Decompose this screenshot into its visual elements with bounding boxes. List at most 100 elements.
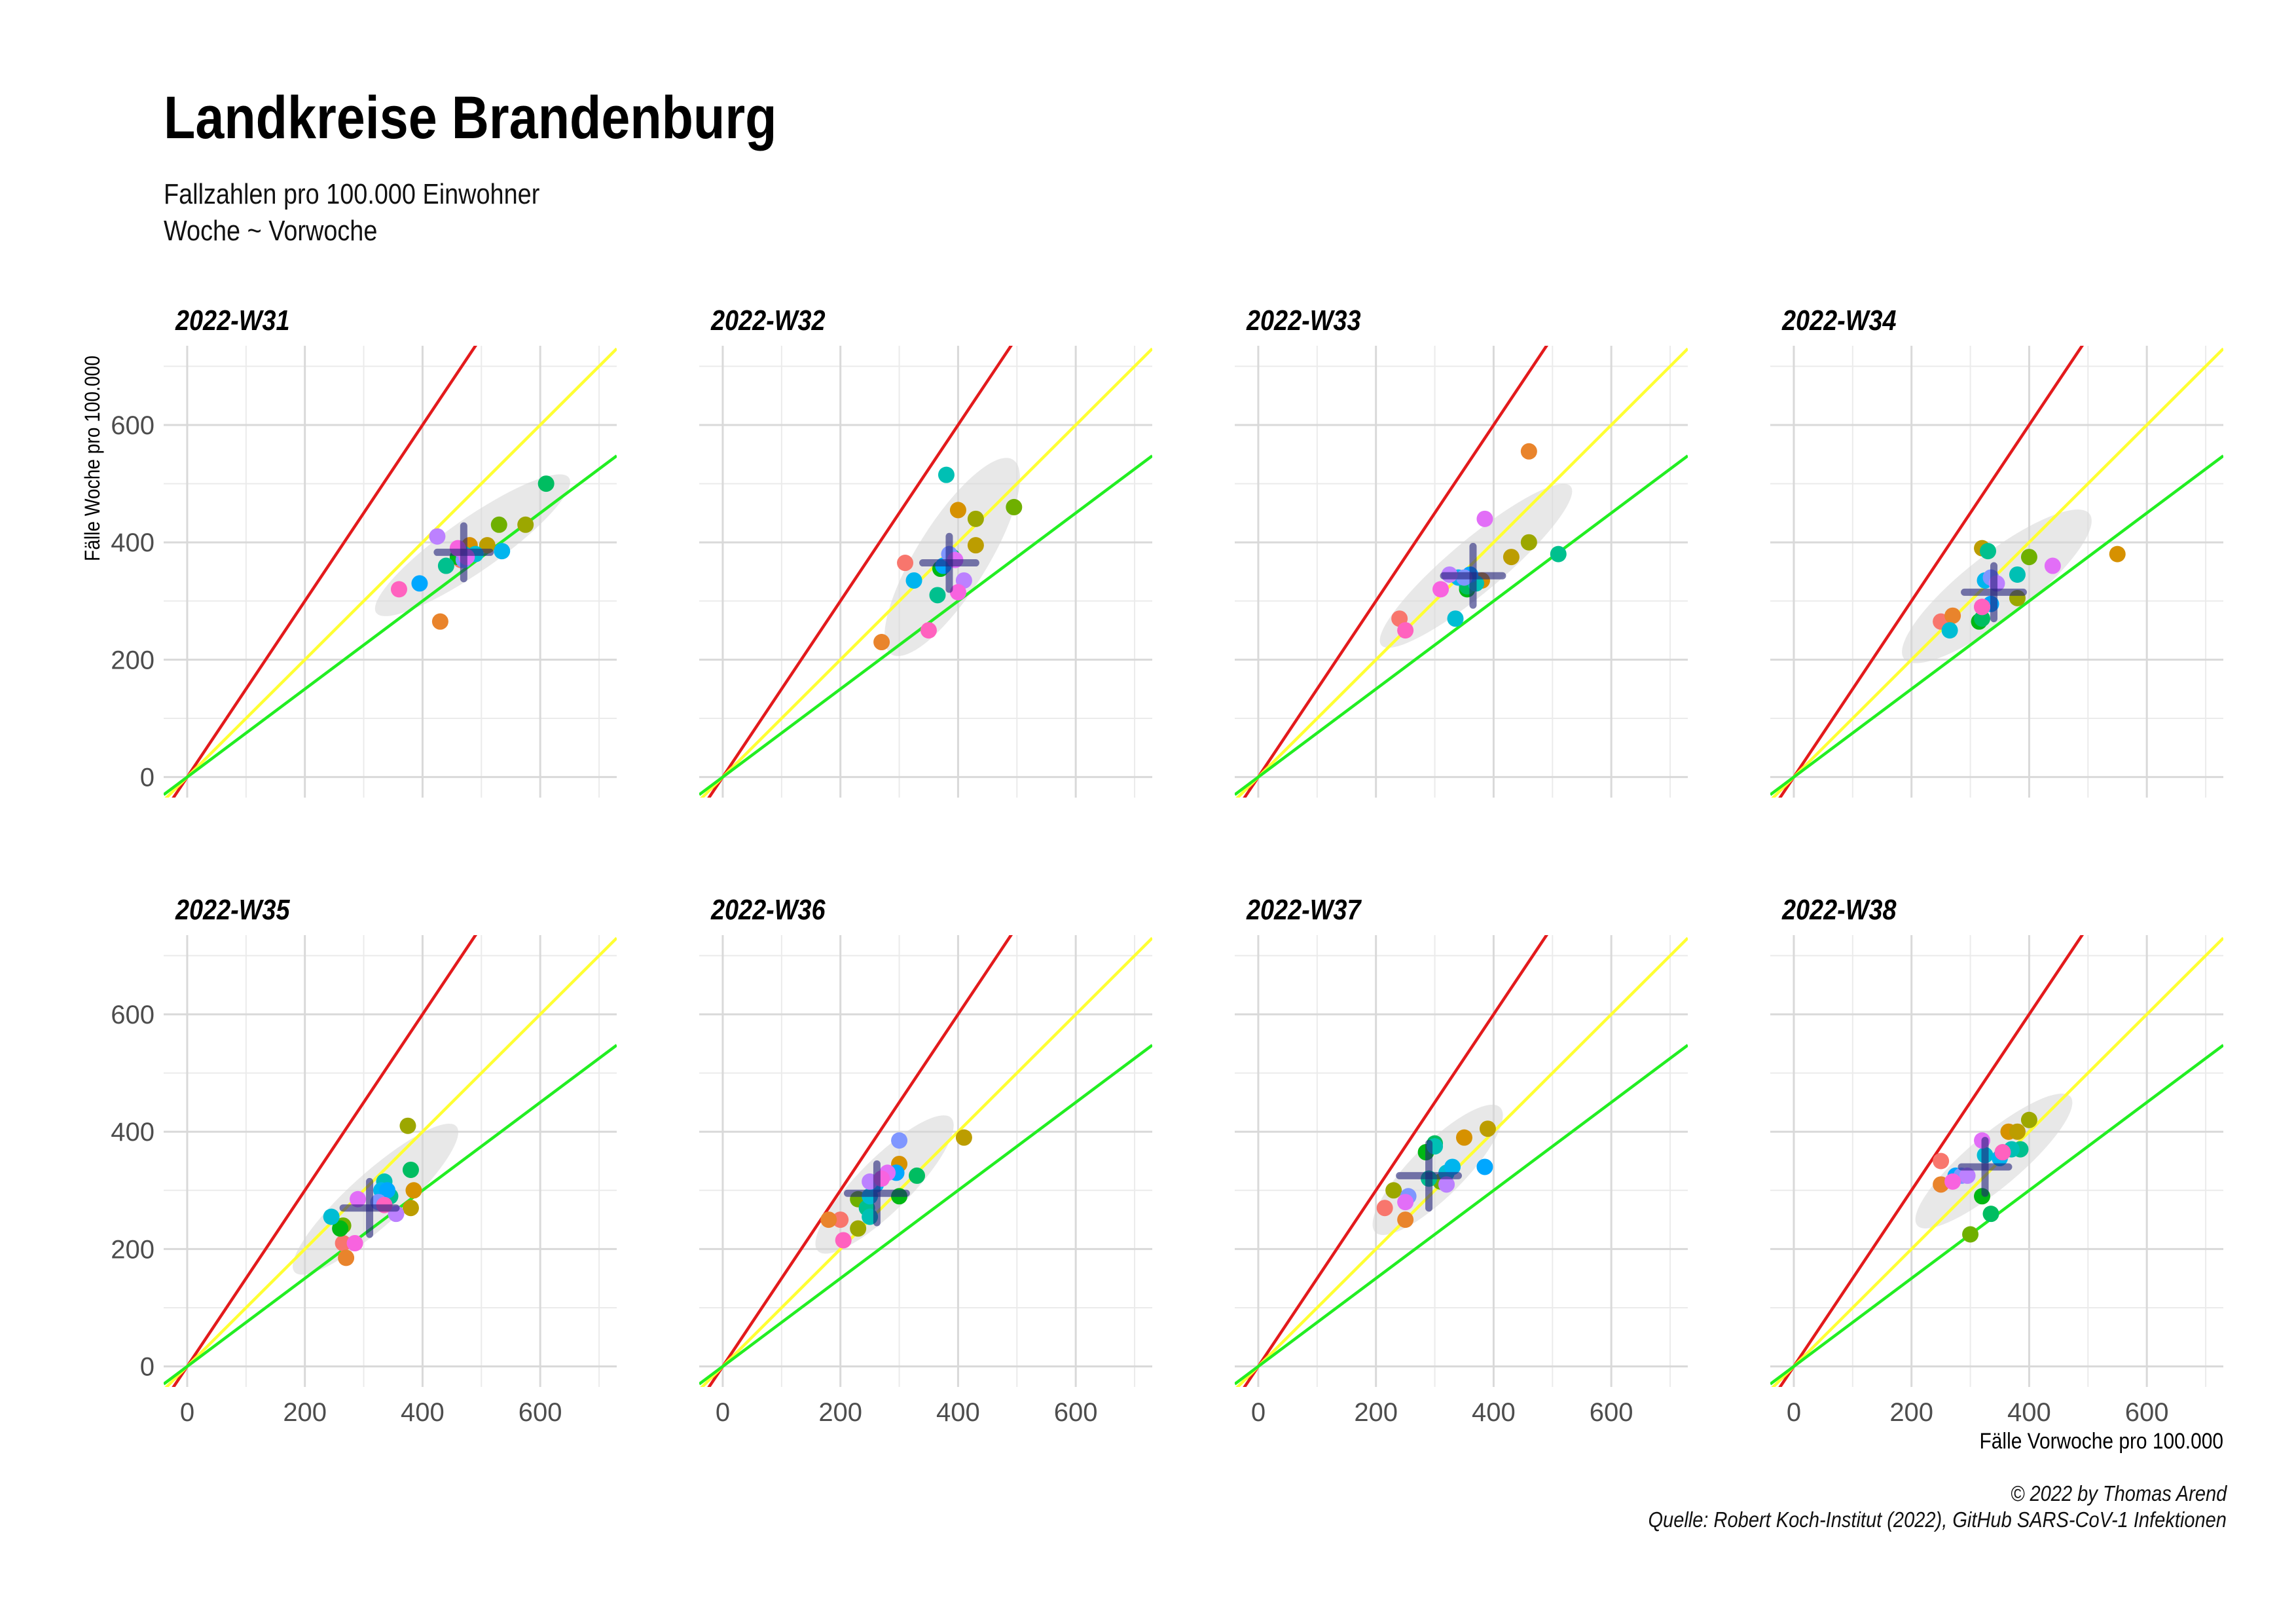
panel-2022-W33: 2022-W33 (1235, 304, 1688, 798)
data-point (1941, 622, 1958, 639)
x-tick-label: 0 (716, 1398, 730, 1427)
panel-label: 2022-W35 (175, 893, 291, 925)
caption-copyright: © 2022 by Thomas Arend (2010, 1481, 2227, 1505)
reference-line (172, 346, 478, 798)
data-point (1974, 599, 1991, 616)
data-point (399, 1117, 416, 1134)
data-point (1444, 1158, 1461, 1175)
x-tick-label: 400 (401, 1398, 445, 1427)
data-point (1503, 549, 1520, 566)
data-point (1397, 622, 1414, 639)
data-point (1944, 607, 1961, 624)
data-point (820, 1211, 837, 1228)
data-point (332, 1220, 349, 1237)
x-tick-label: 200 (818, 1398, 862, 1427)
data-point (920, 622, 937, 639)
panel-2022-W37: 2022-W37 0 200 400 600 (1235, 893, 1688, 1427)
data-point (835, 1232, 852, 1249)
panel-plot-area (1235, 346, 1688, 798)
data-point (1520, 534, 1537, 551)
reference-line (699, 1044, 1152, 1386)
reference-line (1243, 935, 1549, 1387)
x-tick-label: 0 (1787, 1398, 1801, 1427)
reference-line (172, 935, 478, 1387)
data-point (1376, 1200, 1393, 1217)
data-point (1438, 1176, 1455, 1193)
panel-2022-W38: 2022-W38 0 200 400 600 (1770, 893, 2223, 1427)
data-point (967, 537, 984, 554)
data-point (346, 1234, 363, 1251)
data-point (390, 581, 407, 598)
data-point (1476, 510, 1493, 527)
panel-plot-area (1235, 935, 1688, 1387)
x-tick-label: 0 (180, 1398, 194, 1427)
reference-line (164, 347, 617, 798)
data-point (1520, 443, 1537, 460)
y-tick-label: 400 (111, 1118, 155, 1147)
chart-title: Landkreise Brandenburg (164, 84, 777, 151)
reference-line (1778, 935, 2085, 1387)
panel-2022-W36: 2022-W36 0 200 400 600 (699, 893, 1152, 1427)
panel-label: 2022-W36 (710, 893, 826, 925)
x-tick-label: 600 (519, 1398, 562, 1427)
reference-line (164, 454, 617, 796)
data-point (1980, 543, 1997, 560)
data-point (1994, 1144, 2011, 1161)
reference-line (1778, 346, 2085, 798)
data-point (1944, 1173, 1961, 1190)
data-point (1982, 1206, 1999, 1223)
panel-2022-W32: 2022-W32 (699, 304, 1152, 798)
x-axis-title: Fälle Vorwoche pro 100.000 (1980, 1428, 2223, 1453)
data-point (2020, 549, 2037, 566)
data-point (431, 613, 448, 630)
reference-line (707, 935, 1013, 1387)
data-point (1432, 581, 1449, 598)
x-tick-label: 200 (283, 1398, 327, 1427)
data-point (873, 634, 890, 651)
reference-line (707, 346, 1013, 798)
data-point (929, 587, 946, 604)
x-tick-label: 600 (1054, 1398, 1098, 1427)
data-point (517, 516, 534, 533)
panel-2022-W35: 2022-W35 0 200 400 600 0 200 400 600 (111, 893, 617, 1427)
y-tick-label: 600 (111, 1001, 155, 1029)
data-point (1974, 610, 1991, 627)
data-point (891, 1132, 908, 1149)
data-point (405, 1182, 422, 1199)
reference-line (1235, 1044, 1688, 1386)
panel-plot-area (1770, 935, 2223, 1387)
y-tick-label: 400 (111, 528, 155, 557)
x-tick-label: 600 (1590, 1398, 1633, 1427)
x-tick-label: 200 (1354, 1398, 1398, 1427)
panel-plot-area (164, 935, 617, 1387)
chart-subtitle-line-2: Woche ~ Vorwoche (164, 215, 378, 247)
data-point (905, 572, 922, 589)
data-point (2009, 1123, 2026, 1140)
reference-line (164, 936, 617, 1387)
data-point (2109, 545, 2126, 563)
data-point (1933, 1153, 1950, 1170)
data-point (1962, 1226, 1979, 1243)
panel-plot-area (699, 346, 1152, 798)
data-point (2020, 1111, 2037, 1128)
panel-label: 2022-W31 (175, 304, 289, 336)
panel-label: 2022-W34 (1781, 304, 1897, 336)
data-point (938, 466, 955, 483)
chart-subtitle-line-1: Fallzahlen pro 100.000 Einwohner (164, 178, 540, 210)
data-point (967, 510, 984, 527)
x-tick-label: 0 (1251, 1398, 1266, 1427)
panel-plot-area (699, 935, 1152, 1387)
caption-source: Quelle: Robert Koch-Institut (2022), Git… (1648, 1507, 2227, 1532)
data-point (1385, 1182, 1402, 1199)
data-point (2009, 566, 2026, 583)
reference-line (700, 936, 1152, 1387)
reference-line (1235, 936, 1688, 1387)
data-point (350, 1190, 367, 1208)
data-point (379, 1182, 396, 1199)
y-tick-label: 600 (111, 411, 155, 440)
data-point (1447, 610, 1464, 627)
data-point (1550, 545, 1567, 563)
data-point (909, 1167, 926, 1184)
panel-2022-W31: 2022-W31 0 200 400 600 (111, 304, 617, 798)
